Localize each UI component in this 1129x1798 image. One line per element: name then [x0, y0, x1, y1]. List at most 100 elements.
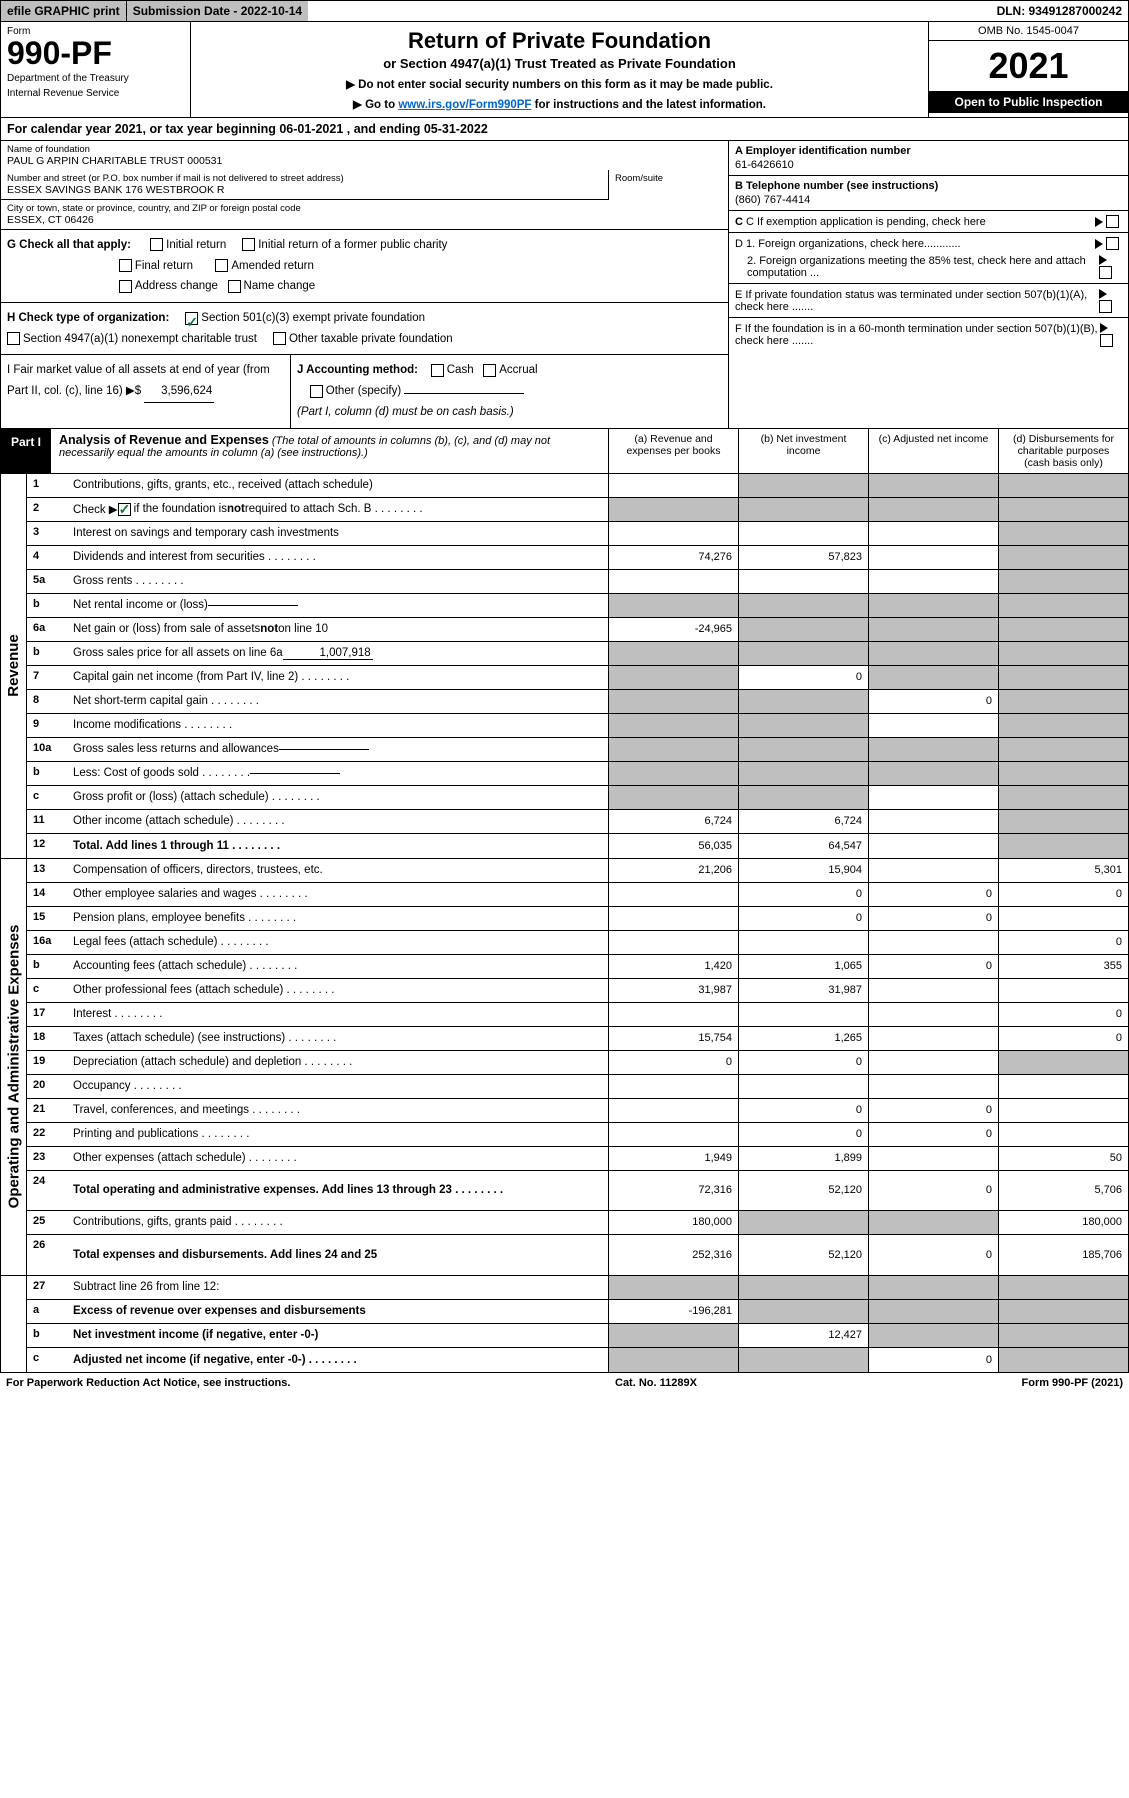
foundation-name-cell: Name of foundation PAUL G ARPIN CHARITAB…: [1, 141, 728, 170]
cell: [868, 570, 998, 593]
open-public: Open to Public Inspection: [929, 91, 1128, 113]
cell: 64,547: [738, 834, 868, 858]
i-block: I Fair market value of all assets at end…: [1, 355, 291, 427]
row-number: 11: [27, 810, 67, 833]
row-desc: Gross rents . . . . . . . .: [67, 570, 608, 593]
cell: 72,316: [608, 1171, 738, 1210]
row-number: 15: [27, 907, 67, 930]
cell: 0: [868, 883, 998, 906]
row-number: 23: [27, 1147, 67, 1170]
row-number: 1: [27, 474, 67, 497]
cell: [998, 666, 1128, 689]
tri-icon: [1100, 323, 1108, 333]
checkbox-e[interactable]: [1099, 300, 1112, 313]
checkbox-final-return[interactable]: [119, 259, 132, 272]
row-desc: Net investment income (if negative, ente…: [67, 1324, 608, 1347]
cell: [998, 979, 1128, 1002]
checkbox-other-taxable[interactable]: [273, 332, 286, 345]
cell: [998, 907, 1128, 930]
cell: [608, 1276, 738, 1299]
row-desc: Other professional fees (attach schedule…: [67, 979, 608, 1002]
cell: [868, 810, 998, 833]
row-number: 4: [27, 546, 67, 569]
checkbox-501c3[interactable]: [185, 312, 198, 325]
checkbox-f[interactable]: [1100, 334, 1113, 347]
table-row: 3Interest on savings and temporary cash …: [27, 522, 1128, 546]
cell: [608, 474, 738, 497]
table-row: 26Total expenses and disbursements. Add …: [27, 1235, 1128, 1275]
expense-rows: 13Compensation of officers, directors, t…: [27, 859, 1128, 1275]
row-desc: Net short-term capital gain . . . . . . …: [67, 690, 608, 713]
row-desc: Subtract line 26 from line 12:: [67, 1276, 608, 1299]
cell: -196,281: [608, 1300, 738, 1323]
cell: [608, 762, 738, 785]
revenue-table: Revenue 1Contributions, gifts, grants, e…: [0, 474, 1129, 859]
cell: 74,276: [608, 546, 738, 569]
ein: 61-6426610: [735, 159, 1122, 171]
fair-market-value: 3,596,624: [144, 381, 214, 403]
summary-rows: 27Subtract line 26 from line 12:aExcess …: [27, 1276, 1128, 1372]
row-desc: Other income (attach schedule) . . . . .…: [67, 810, 608, 833]
row-desc: Total operating and administrative expen…: [67, 1171, 608, 1210]
cell: [608, 522, 738, 545]
tri-icon: [1095, 239, 1103, 249]
cell: [738, 1300, 868, 1323]
h-checks: H Check type of organization: Section 50…: [1, 303, 728, 355]
cell: [868, 498, 998, 521]
foundation-name: PAUL G ARPIN CHARITABLE TRUST 000531: [7, 155, 722, 167]
cell: 0: [868, 955, 998, 978]
form-link[interactable]: www.irs.gov/Form990PF: [398, 99, 531, 111]
table-row: 12Total. Add lines 1 through 11 . . . . …: [27, 834, 1128, 858]
row-desc: Travel, conferences, and meetings . . . …: [67, 1099, 608, 1122]
table-row: 17Interest . . . . . . . .0: [27, 1003, 1128, 1027]
footer-mid: Cat. No. 11289X: [615, 1377, 697, 1389]
cell: [738, 1075, 868, 1098]
row-desc: Less: Cost of goods sold . . . . . . . .: [67, 762, 608, 785]
cell: 0: [738, 666, 868, 689]
checkbox-amended[interactable]: [215, 259, 228, 272]
cell: [868, 1051, 998, 1074]
cell: [608, 883, 738, 906]
checkbox-name-change[interactable]: [228, 280, 241, 293]
checkbox-d2[interactable]: [1099, 266, 1112, 279]
cell: 21,206: [608, 859, 738, 882]
cell: [998, 498, 1128, 521]
checkbox-c[interactable]: [1106, 215, 1119, 228]
cell: [998, 618, 1128, 641]
checkbox-schb[interactable]: [118, 503, 131, 516]
cell: [608, 690, 738, 713]
checkbox-accrual[interactable]: [483, 364, 496, 377]
tri-icon: [1099, 289, 1107, 299]
checkbox-initial-former[interactable]: [242, 238, 255, 251]
address: ESSEX SAVINGS BANK 176 WESTBROOK R: [7, 184, 602, 196]
checkbox-other-method[interactable]: [310, 385, 323, 398]
part-1-header: Part I Analysis of Revenue and Expenses …: [0, 429, 1129, 474]
cell: [998, 1300, 1128, 1323]
checkbox-address-change[interactable]: [119, 280, 132, 293]
cell: 0: [868, 1348, 998, 1372]
row-number: b: [27, 594, 67, 617]
checkbox-d1[interactable]: [1106, 237, 1119, 250]
cell: 50: [998, 1147, 1128, 1170]
row-number: b: [27, 955, 67, 978]
table-row: 15Pension plans, employee benefits . . .…: [27, 907, 1128, 931]
info-right: A Employer identification number 61-6426…: [728, 141, 1128, 428]
cell: 0: [738, 1123, 868, 1146]
page-footer: For Paperwork Reduction Act Notice, see …: [0, 1373, 1129, 1393]
checkbox-4947[interactable]: [7, 332, 20, 345]
tax-year: 2021: [929, 41, 1128, 91]
row-number: b: [27, 762, 67, 785]
form-subtitle: or Section 4947(a)(1) Trust Treated as P…: [201, 56, 918, 71]
row-number: 26: [27, 1235, 67, 1275]
row-desc: Excess of revenue over expenses and disb…: [67, 1300, 608, 1323]
footer-right: Form 990-PF (2021): [1022, 1377, 1123, 1389]
row-number: c: [27, 1348, 67, 1372]
row-desc: Taxes (attach schedule) (see instruction…: [67, 1027, 608, 1050]
checkbox-initial-return[interactable]: [150, 238, 163, 251]
cell: 355: [998, 955, 1128, 978]
cell: 0: [738, 1099, 868, 1122]
checkbox-cash[interactable]: [431, 364, 444, 377]
cell: 0: [868, 690, 998, 713]
header-mid: Return of Private Foundation or Section …: [191, 22, 928, 117]
cell: [738, 594, 868, 617]
